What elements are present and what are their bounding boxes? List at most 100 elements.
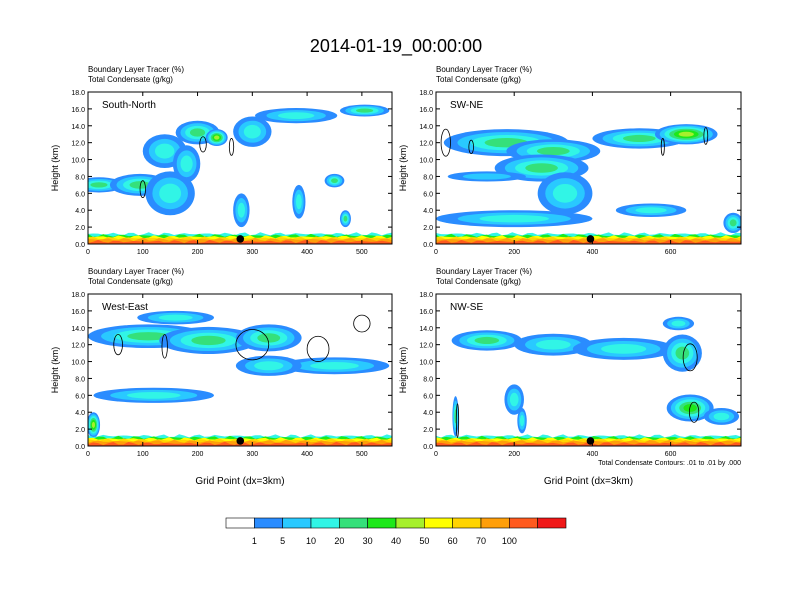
- tracer-blob-9-level-10: [635, 207, 667, 214]
- x-tick-label: 200: [508, 249, 520, 256]
- x-tick-label: 100: [137, 249, 149, 256]
- location-marker: [236, 235, 245, 243]
- condensate-contour-4: [660, 138, 665, 156]
- tracer-blob-8-level-40: [91, 421, 96, 428]
- tracer-blob-5-level-10: [126, 391, 181, 399]
- y-tick-label: 6.0: [423, 393, 433, 400]
- y-tick-label: 0.0: [75, 242, 85, 249]
- condensate-contour-3: [455, 403, 460, 438]
- colorbar-label: 10: [306, 536, 316, 546]
- colorbar-label: 20: [334, 536, 344, 546]
- y-tick-label: 8.0: [423, 376, 433, 383]
- condensate-contour-3: [139, 180, 146, 198]
- panel-subtitle-condensate: Total Condensate (g/kg): [436, 75, 521, 84]
- x-tick-label: 400: [587, 451, 599, 458]
- y-tick-label: 12.0: [419, 343, 433, 350]
- condensate-contour-4: [306, 335, 330, 362]
- tracer-blob-7-level-10: [180, 155, 193, 173]
- tracer-blob-6-level-10: [552, 183, 578, 203]
- colorbar-label: 5: [280, 536, 285, 546]
- x-tick-label: 200: [508, 451, 520, 458]
- condensate-contour-3: [703, 127, 709, 145]
- colorbar: 1 5 10 20 30 40 50 60 70 100: [225, 517, 567, 546]
- y-tick-label: 8.0: [423, 174, 433, 181]
- location-marker: [236, 437, 245, 445]
- tracer-blob-2-level-10: [535, 339, 571, 350]
- plot-frame: [87, 293, 393, 447]
- tracer-blob-6-level-10: [310, 362, 359, 370]
- tracer-blob-7-level-10: [254, 361, 284, 371]
- tracer-blob-10-level-20: [729, 219, 737, 227]
- condensate-contour-2: [161, 334, 168, 359]
- y-tick-label: 8.0: [75, 376, 85, 383]
- plot-frame: [435, 91, 742, 245]
- x-tick-label: 0: [434, 451, 438, 458]
- panel-4: 0.0 2.0 4.0 6.0 8.0 10.0 12.0 14.0 16.0 18.0 0 200 4…: [398, 267, 742, 487]
- colorbar-swatch: [480, 517, 510, 529]
- tracer-blob-12-level-10: [295, 194, 302, 210]
- tracer-blob-13-level-20: [331, 178, 338, 184]
- location-marker: [586, 235, 595, 243]
- y-tick-label: 18.0: [419, 292, 433, 299]
- tracer-blob-4-level-20: [675, 346, 690, 360]
- panel-subtitle-tracer: Boundary Layer Tracer (%): [436, 65, 532, 74]
- tracer-field: [88, 104, 392, 244]
- x-tick-label: 500: [356, 451, 368, 458]
- panel-subtitle-condensate: Total Condensate (g/kg): [88, 75, 173, 84]
- y-tick-label: 4.0: [75, 208, 85, 215]
- x-tick-label: 400: [301, 451, 313, 458]
- colorbar-label: 30: [363, 536, 373, 546]
- condensate-contour-3: [235, 329, 270, 361]
- y-tick-label: 6.0: [75, 393, 85, 400]
- tracer-blob-7-level-10: [509, 392, 519, 407]
- y-tick-label: 14.0: [419, 124, 433, 131]
- y-tick-label: 12.0: [71, 141, 85, 148]
- panel-2: 0.0 2.0 4.0 6.0 8.0 10.0 12.0 14.0 16.0 18.0 0 200 4…: [398, 65, 742, 256]
- x-tick-label: 0: [86, 451, 90, 458]
- colorbar-swatch: [424, 517, 453, 529]
- tracer-blob-3-level-10: [601, 344, 647, 354]
- y-tick-label: 2.0: [75, 225, 85, 232]
- y-tick-label: 6.0: [423, 191, 433, 198]
- condensate-contour-1: [682, 343, 698, 372]
- x-tick-label: 200: [192, 249, 204, 256]
- tracer-blob-4-level-40: [678, 131, 694, 137]
- tracer-blob-3-level-20: [257, 333, 281, 343]
- y-tick-label: 16.0: [71, 309, 85, 316]
- panel-label: South-North: [102, 100, 156, 111]
- tracer-blob-1-level-20: [90, 182, 108, 188]
- colorbar-label: 40: [391, 536, 401, 546]
- tracer-blob-2-level-20: [191, 335, 226, 346]
- y-axis-label: Height (km): [398, 347, 408, 394]
- location-marker: [586, 437, 595, 445]
- y-tick-label: 0.0: [423, 242, 433, 249]
- x-axis-label: Grid Point (dx=3km): [195, 476, 284, 487]
- y-tick-label: 2.0: [75, 427, 85, 434]
- y-tick-label: 10.0: [419, 360, 433, 367]
- y-tick-label: 16.0: [71, 107, 85, 114]
- tracer-blob-1-level-20: [474, 336, 500, 344]
- colorbar-label: 100: [502, 536, 517, 546]
- y-tick-label: 2.0: [423, 225, 433, 232]
- tracer-blob-6-level-10: [713, 412, 730, 421]
- tracer-blob-5-level-20: [189, 128, 206, 137]
- tracer-blob-5-level-20: [525, 163, 558, 173]
- y-tick-label: 10.0: [71, 360, 85, 367]
- x-tick-label: 400: [587, 249, 599, 256]
- colorbar-label: 1: [252, 536, 257, 546]
- y-tick-label: 18.0: [71, 292, 85, 299]
- condensate-contour-1: [440, 128, 451, 157]
- y-tick-label: 4.0: [423, 208, 433, 215]
- x-tick-label: 0: [434, 249, 438, 256]
- panel-subtitle-condensate: Total Condensate (g/kg): [436, 277, 521, 286]
- condensate-contour-1: [199, 136, 207, 153]
- colorbar-swatch: [310, 517, 340, 529]
- x-tick-label: 0: [86, 249, 90, 256]
- tracer-blob-6-level-40: [214, 135, 220, 140]
- y-tick-label: 14.0: [71, 124, 85, 131]
- colorbar-swatch: [395, 517, 425, 529]
- colorbar-swatch: [254, 517, 283, 529]
- y-tick-label: 14.0: [419, 326, 433, 333]
- figure-title: 2014-01-19_00:00:00: [310, 36, 482, 57]
- x-tick-label: 500: [356, 249, 368, 256]
